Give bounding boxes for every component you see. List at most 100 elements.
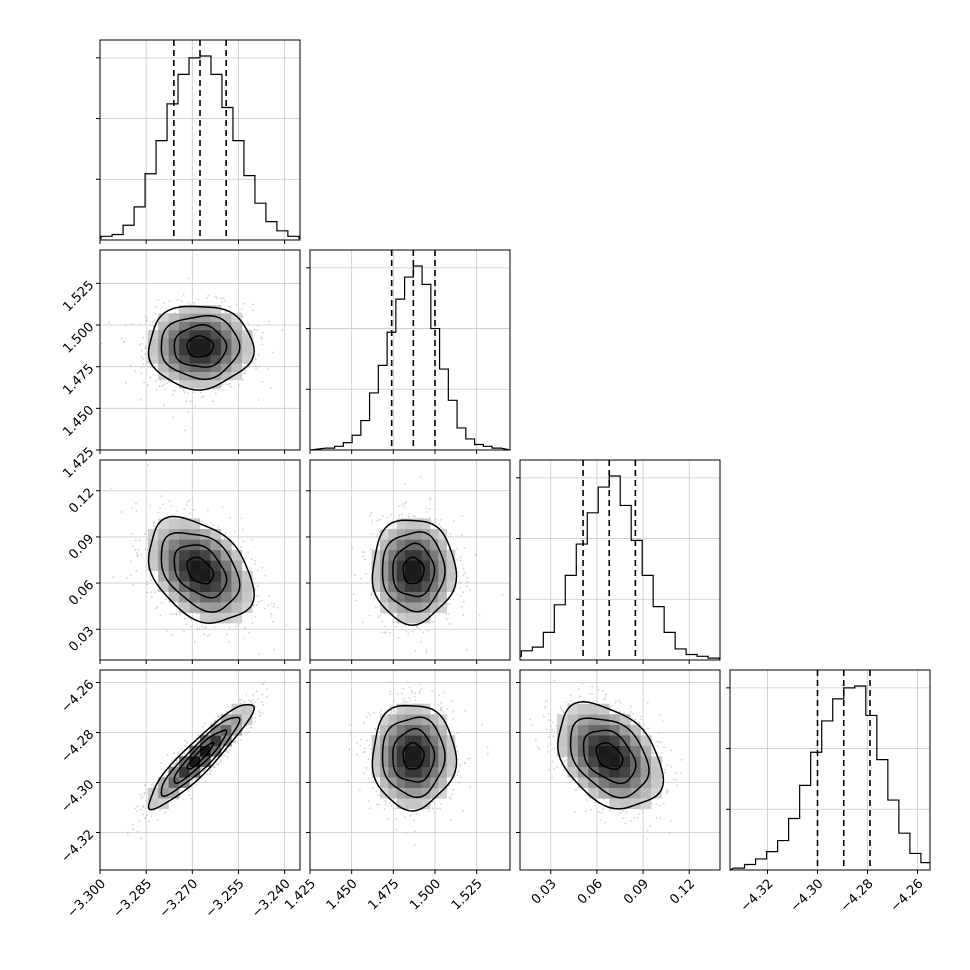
density-cell xyxy=(413,612,422,624)
scatter-point xyxy=(135,810,138,813)
scatter-point xyxy=(248,364,251,367)
scatter-point xyxy=(185,623,188,626)
scatter-point xyxy=(365,572,368,575)
density-cell xyxy=(179,338,190,347)
scatter-point xyxy=(220,297,223,300)
scatter-point xyxy=(251,622,254,624)
density-cell xyxy=(210,380,222,389)
scatter-point xyxy=(159,614,162,617)
scatter-point xyxy=(210,721,213,724)
scatter-point xyxy=(199,391,202,394)
scatter-point xyxy=(429,519,432,522)
scatter-point xyxy=(254,358,257,361)
scatter-point xyxy=(139,398,142,401)
scatter-point xyxy=(369,548,372,551)
density-cell xyxy=(421,581,431,592)
scatter-point xyxy=(152,321,154,324)
density-cell xyxy=(231,714,243,726)
scatter-point xyxy=(193,640,196,643)
scatter-point xyxy=(459,587,462,589)
scatter-point xyxy=(140,553,143,556)
density-cell xyxy=(210,528,222,540)
scatter-point xyxy=(370,594,372,596)
scatter-point xyxy=(428,508,431,510)
scatter-point xyxy=(257,353,260,356)
density-cell xyxy=(210,560,222,572)
density-cell xyxy=(220,735,232,747)
scatter-point xyxy=(405,630,408,633)
contour-line xyxy=(147,305,255,391)
scatter-point xyxy=(356,753,358,756)
scatter-point xyxy=(149,579,152,581)
scatter-point xyxy=(166,382,169,385)
scatter-point xyxy=(449,798,452,800)
density-cell xyxy=(179,766,190,778)
scatter-point xyxy=(258,653,261,655)
density-cell xyxy=(179,321,190,331)
scatter-point xyxy=(466,585,468,588)
scatter-point xyxy=(142,363,145,366)
scatter-point xyxy=(244,370,247,372)
scatter-point xyxy=(377,616,380,619)
scatter-point xyxy=(207,294,210,297)
density-cell xyxy=(179,305,190,314)
scatter-point xyxy=(447,536,450,538)
scatter-point xyxy=(449,602,451,605)
density-cell xyxy=(438,581,447,592)
density-cell xyxy=(168,330,180,339)
scatter-point xyxy=(354,574,357,577)
density-cell xyxy=(210,346,222,356)
density-cell xyxy=(200,581,211,592)
scatter-point xyxy=(179,794,182,797)
scatter-point xyxy=(135,570,138,572)
density-cell xyxy=(210,338,222,347)
scatter-point xyxy=(244,557,247,560)
scatter-point xyxy=(273,648,275,651)
scatter-point xyxy=(242,637,245,640)
scatter-point xyxy=(376,519,378,522)
scatter-point xyxy=(267,604,270,606)
scatter-point xyxy=(190,797,193,800)
scatter-point xyxy=(241,528,244,531)
density-cell xyxy=(438,602,447,613)
scatter-point xyxy=(261,380,264,383)
scatter-point xyxy=(253,604,256,607)
scatter-point xyxy=(112,576,115,579)
density-cell xyxy=(189,560,201,572)
scatter-point xyxy=(257,585,260,588)
scatter-point xyxy=(255,365,258,368)
density-cell xyxy=(231,724,243,736)
scatter-point xyxy=(149,376,152,379)
scatter-point xyxy=(172,393,174,396)
density-cell xyxy=(179,549,190,561)
density-panel-3-vs-0 xyxy=(96,669,301,874)
scatter-point xyxy=(165,630,168,632)
density-cell xyxy=(421,560,431,572)
scatter-point xyxy=(201,520,204,523)
density-cell xyxy=(231,313,243,322)
scatter-point xyxy=(251,538,254,541)
density-cell xyxy=(168,518,180,530)
scatter-point xyxy=(150,596,153,599)
scatter-point xyxy=(351,546,353,549)
contour-line xyxy=(186,556,215,585)
density-cell xyxy=(241,570,253,582)
scatter-point xyxy=(209,769,212,772)
hist-panel-param-0 xyxy=(96,39,301,244)
density-cell xyxy=(220,321,232,331)
density-cell xyxy=(179,363,190,372)
scatter-point xyxy=(379,614,382,617)
scatter-point xyxy=(129,574,132,577)
density-cell xyxy=(231,330,243,339)
scatter-point xyxy=(425,507,428,510)
panel-frame xyxy=(309,249,511,451)
scatter-point xyxy=(369,714,371,716)
scatter-point xyxy=(266,696,268,698)
density-cell xyxy=(231,602,243,613)
scatter-point xyxy=(138,343,141,346)
scatter-point xyxy=(463,601,465,603)
scatter-point xyxy=(267,594,270,597)
density-cell xyxy=(168,787,180,799)
density-cell xyxy=(189,380,201,389)
contour-line xyxy=(147,703,255,811)
